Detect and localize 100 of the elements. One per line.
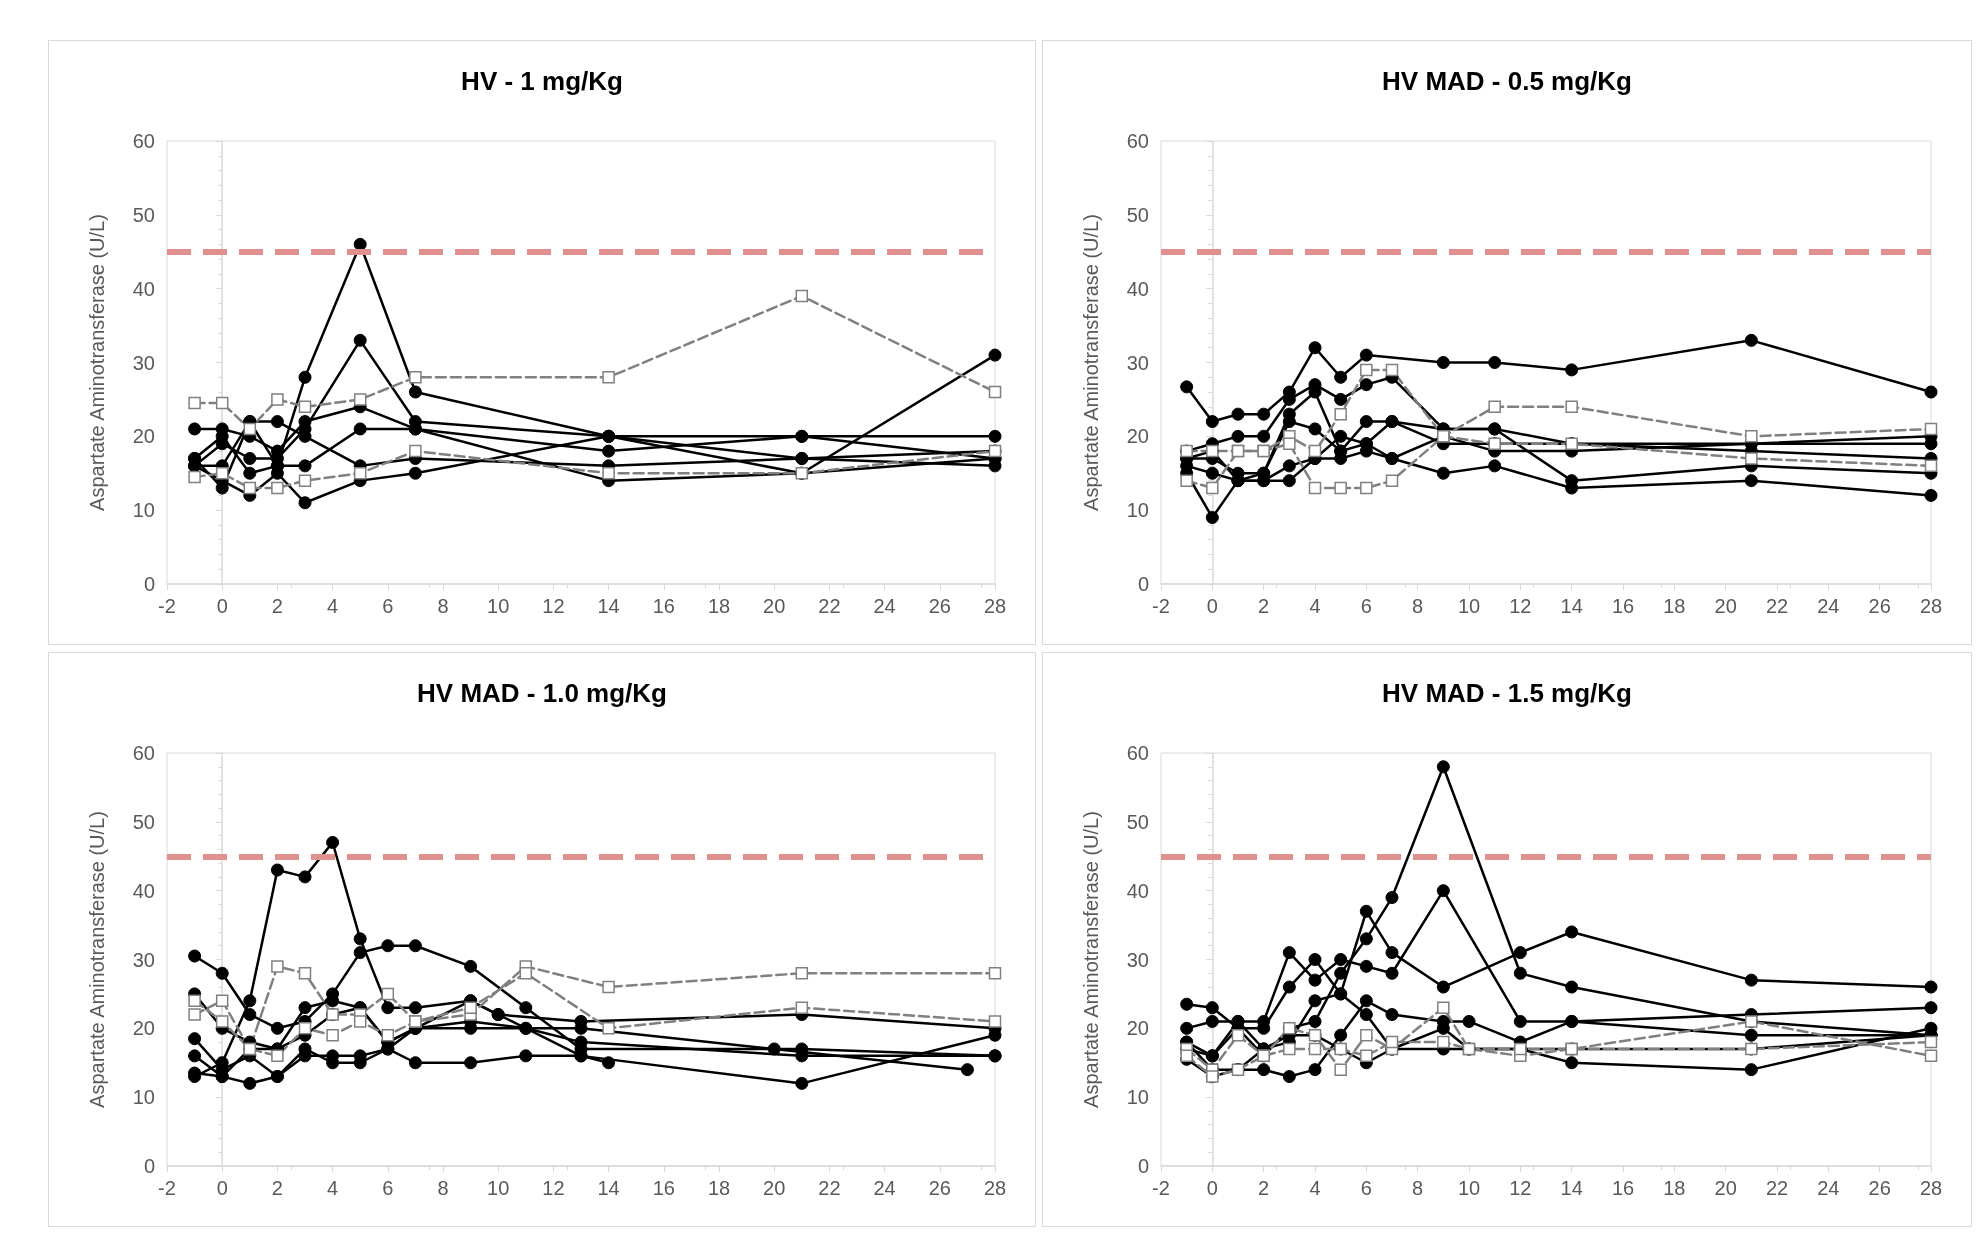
x-tick-label: 26 — [1868, 595, 1891, 617]
x-tick-label: 14 — [597, 1177, 620, 1199]
x-tick-label: 4 — [327, 595, 339, 617]
x-tick-label: 8 — [1412, 595, 1424, 617]
y-tick-label: 30 — [132, 351, 155, 374]
y-tick-label: 50 — [132, 810, 155, 833]
y-tick-label: 10 — [1126, 499, 1149, 522]
chart-title: HV MAD - 1.5 mg/Kg — [1382, 678, 1632, 708]
x-tick-label: 8 — [437, 595, 449, 617]
x-tick-label: 2 — [1258, 1177, 1270, 1199]
x-tick-label: 18 — [1663, 1177, 1686, 1199]
y-tick-label: 0 — [143, 1155, 155, 1177]
y-tick-label: 10 — [132, 1086, 155, 1109]
chart-title: HV MAD - 1.0 mg/Kg — [417, 678, 667, 708]
chart-title: HV MAD - 0.5 mg/Kg — [1382, 66, 1632, 96]
x-tick-label: 2 — [1258, 595, 1270, 617]
x-tick-label: 12 — [542, 1177, 565, 1199]
x-tick-label: 14 — [1560, 1177, 1583, 1199]
chart-title: HV - 1 mg/Kg — [461, 66, 623, 96]
x-tick-label: 0 — [1206, 595, 1218, 617]
x-tick-label: 14 — [597, 595, 620, 617]
x-tick-label: 28 — [1919, 595, 1943, 617]
x-tick-label: 0 — [216, 595, 228, 617]
y-tick-label: 50 — [1126, 203, 1149, 226]
x-tick-label: 24 — [873, 1177, 896, 1199]
y-tick-label: 50 — [132, 203, 155, 226]
y-axis-title: Aspartate Aminotransferase (U/L) — [86, 214, 108, 511]
x-tick-label: 8 — [437, 1177, 449, 1199]
x-tick-label: 2 — [271, 595, 283, 617]
y-tick-label: 20 — [132, 425, 155, 448]
y-tick-label: 60 — [1126, 742, 1149, 764]
x-tick-label: 28 — [983, 1177, 1007, 1199]
x-tick-label: 4 — [1309, 1177, 1321, 1199]
x-tick-label: 26 — [928, 595, 951, 617]
x-tick-label: 24 — [1817, 1177, 1840, 1199]
y-tick-label: 40 — [132, 879, 155, 902]
y-tick-label: 40 — [1126, 879, 1149, 902]
y-tick-label: 60 — [132, 742, 155, 764]
y-tick-label: 40 — [1126, 277, 1149, 300]
x-tick-label: 0 — [1206, 1177, 1218, 1199]
x-tick-label: 10 — [487, 1177, 510, 1199]
x-tick-label: -2 — [1152, 1177, 1170, 1199]
x-tick-label: -2 — [158, 1177, 176, 1199]
x-tick-label: 18 — [707, 1177, 731, 1199]
x-tick-label: 18 — [1663, 595, 1686, 617]
x-tick-label: 6 — [382, 1177, 394, 1199]
x-tick-label: 22 — [1765, 595, 1789, 617]
x-tick-label: 2 — [271, 1177, 283, 1199]
x-tick-label: 12 — [1509, 1177, 1532, 1199]
x-tick-label: 12 — [1509, 595, 1532, 617]
y-tick-label: 0 — [143, 573, 155, 595]
x-tick-label: 26 — [1868, 1177, 1891, 1199]
y-tick-label: 20 — [1126, 425, 1149, 448]
y-tick-label: 20 — [132, 1017, 155, 1040]
x-tick-label: 12 — [542, 595, 565, 617]
y-tick-label: 60 — [132, 130, 155, 152]
x-tick-label: 10 — [1457, 595, 1481, 617]
x-tick-label: 4 — [1309, 595, 1321, 617]
x-tick-label: 28 — [983, 595, 1007, 617]
y-tick-label: 10 — [1126, 1086, 1149, 1109]
y-axis-title: Aspartate Aminotransferase (U/L) — [86, 811, 108, 1108]
y-tick-label: 0 — [1137, 1155, 1149, 1177]
y-tick-label: 10 — [132, 499, 155, 522]
x-tick-label: -2 — [1152, 595, 1170, 617]
x-tick-label: 22 — [818, 1177, 841, 1199]
x-tick-label: 28 — [1919, 1177, 1943, 1199]
x-tick-label: 6 — [1360, 1177, 1372, 1199]
x-tick-label: 14 — [1560, 595, 1583, 617]
x-tick-label: 26 — [928, 1177, 951, 1199]
x-tick-label: 20 — [1714, 1177, 1737, 1199]
y-tick-label: 50 — [1126, 810, 1149, 833]
x-tick-label: 16 — [1611, 1177, 1635, 1199]
y-tick-label: 30 — [132, 948, 155, 971]
x-tick-label: 8 — [1412, 1177, 1424, 1199]
y-tick-label: 20 — [1126, 1017, 1149, 1040]
x-tick-label: 16 — [652, 595, 675, 617]
x-tick-label: 22 — [1765, 1177, 1789, 1199]
x-tick-label: 0 — [216, 1177, 228, 1199]
x-tick-label: 24 — [873, 595, 896, 617]
x-tick-label: 16 — [652, 1177, 675, 1199]
x-tick-label: 18 — [707, 595, 731, 617]
x-tick-label: 22 — [818, 595, 841, 617]
x-tick-label: 4 — [327, 1177, 339, 1199]
x-tick-label: 24 — [1817, 595, 1840, 617]
x-tick-label: 10 — [1457, 1177, 1481, 1199]
y-axis-title: Aspartate Aminotransferase (U/L) — [1080, 811, 1102, 1108]
x-tick-label: 10 — [487, 595, 510, 617]
x-tick-label: 20 — [763, 595, 786, 617]
y-tick-label: 0 — [1137, 573, 1149, 595]
x-tick-label: 20 — [763, 1177, 786, 1199]
y-tick-label: 60 — [1126, 130, 1149, 152]
y-tick-label: 30 — [1126, 948, 1149, 971]
x-tick-label: 16 — [1611, 595, 1635, 617]
y-tick-label: 30 — [1126, 351, 1149, 374]
y-axis-title: Aspartate Aminotransferase (U/L) — [1080, 214, 1102, 511]
y-tick-label: 40 — [132, 277, 155, 300]
x-tick-label: 6 — [1360, 595, 1372, 617]
x-tick-label: -2 — [158, 595, 176, 617]
x-tick-label: 6 — [382, 595, 394, 617]
x-tick-label: 20 — [1714, 595, 1737, 617]
